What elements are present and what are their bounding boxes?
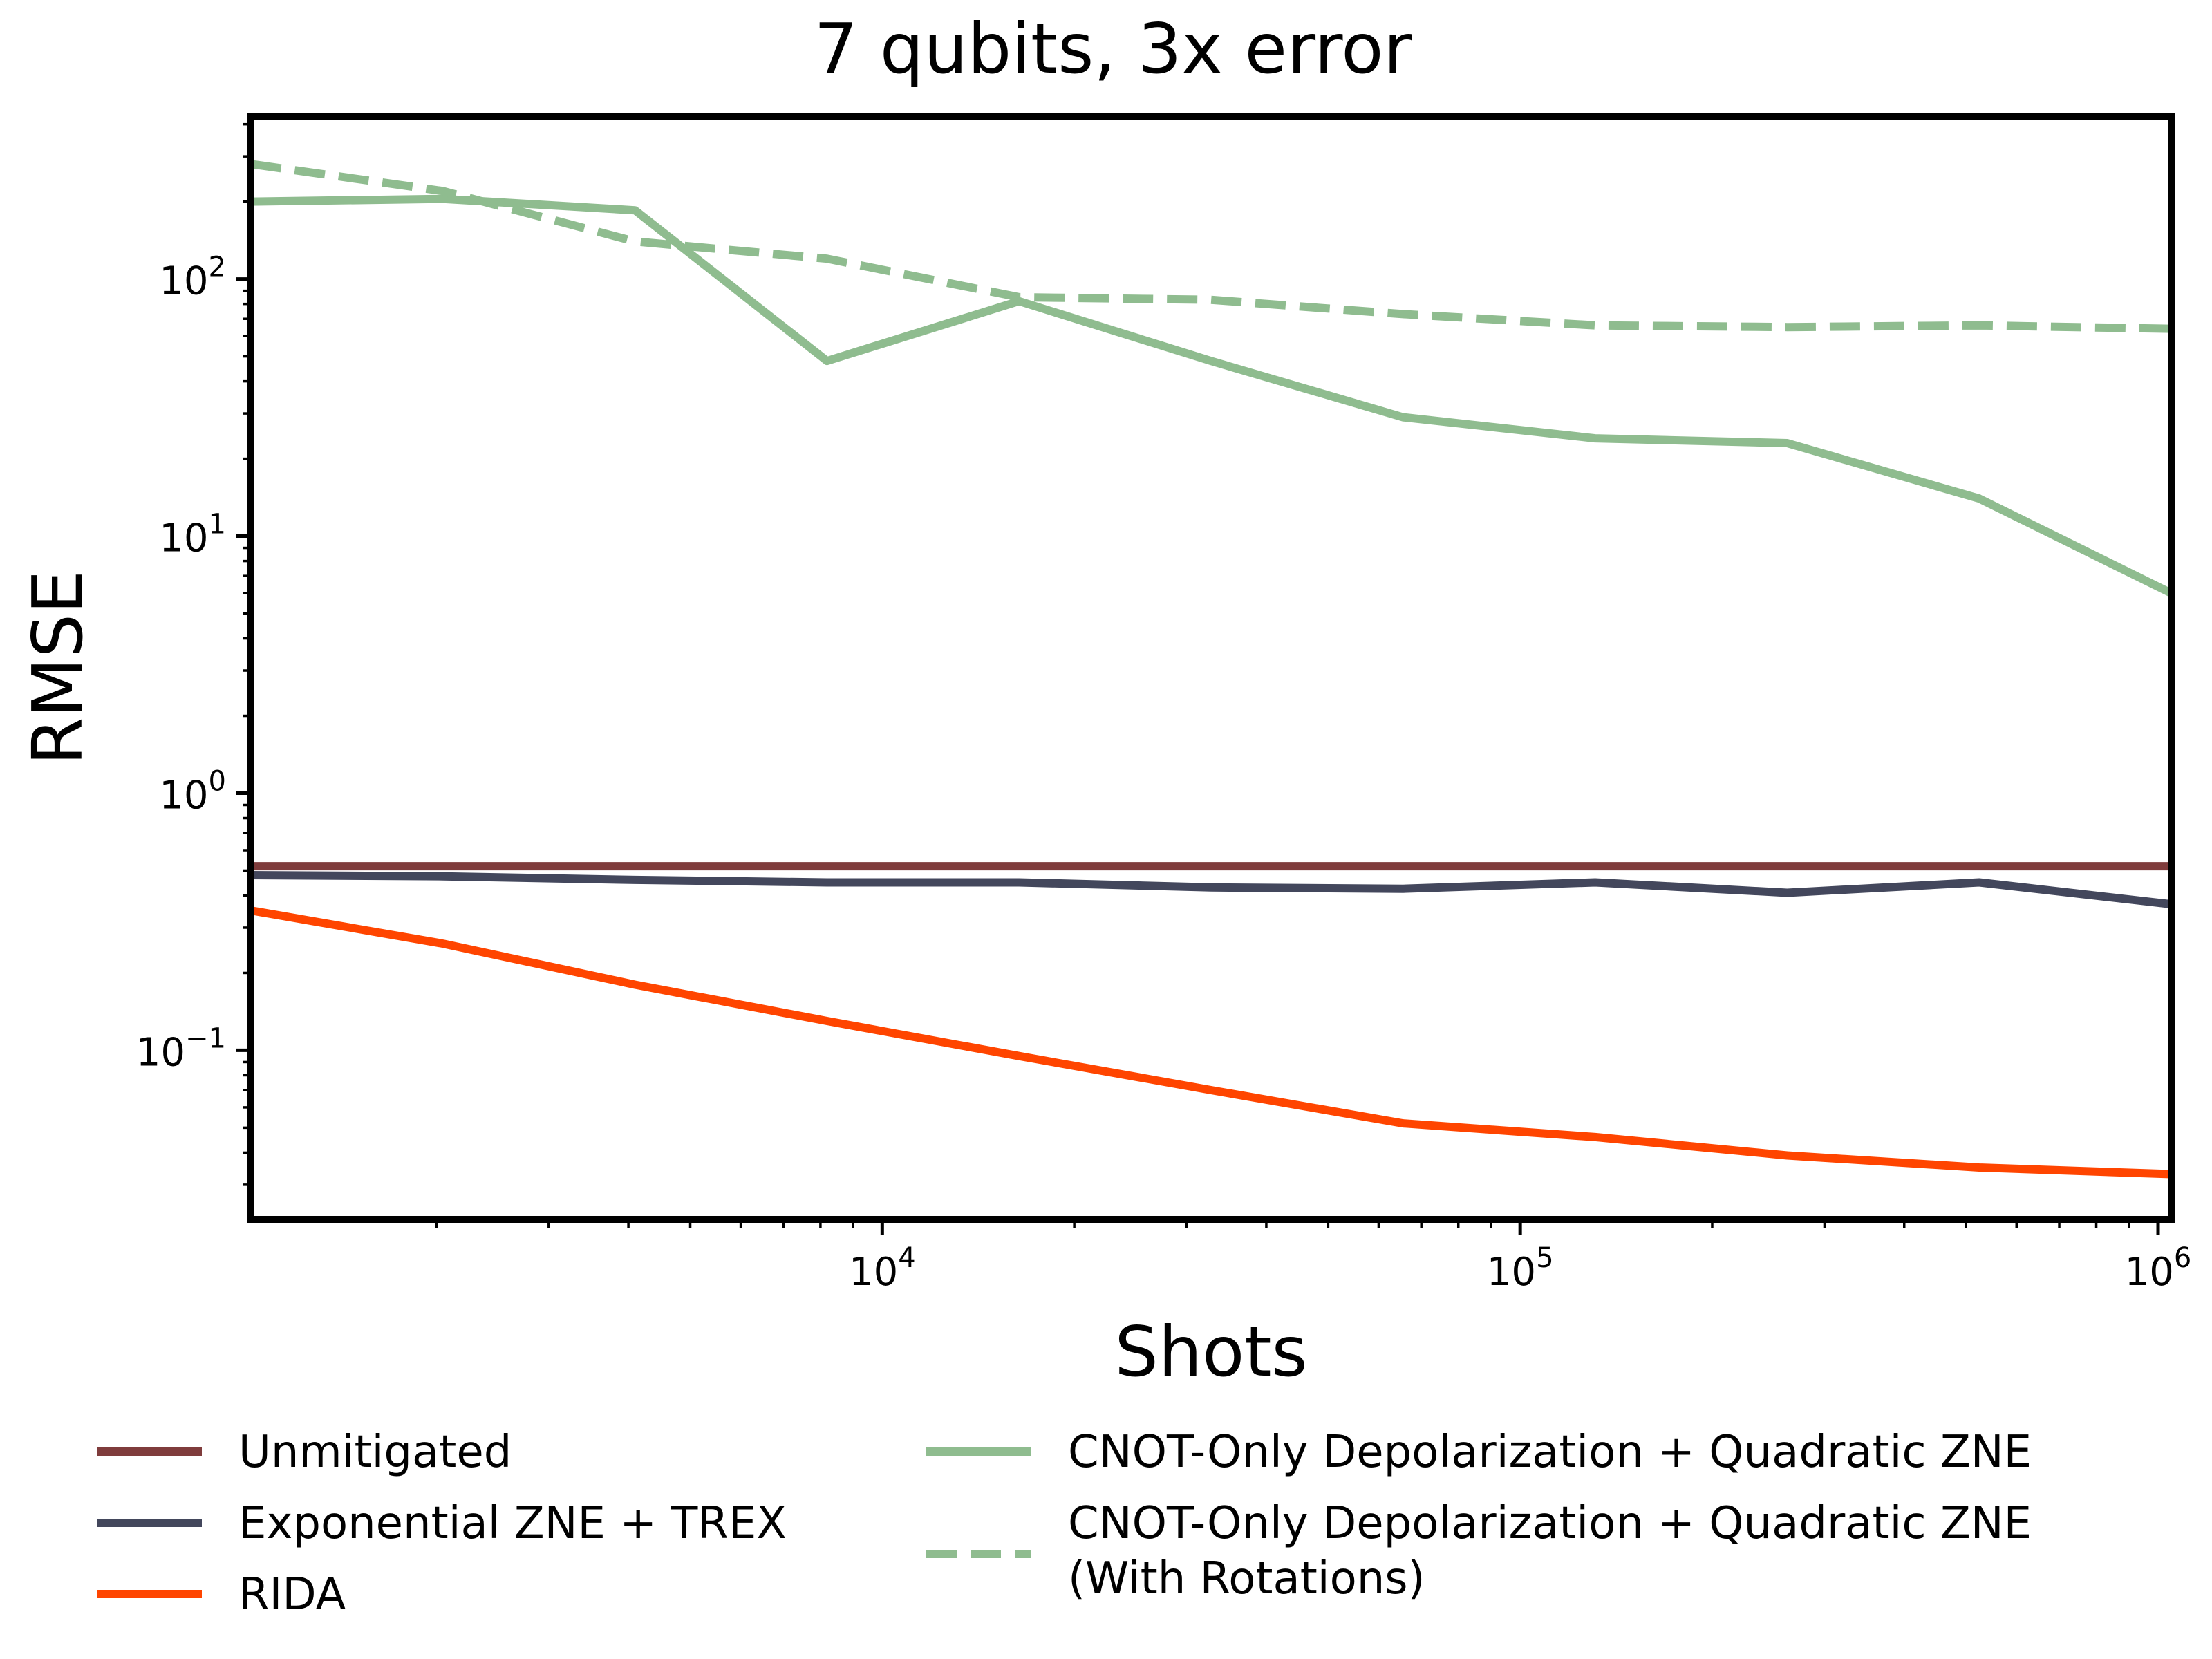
x-tick-exponent: 4 <box>898 1242 915 1274</box>
chart-title: 7 qubits, 3x error <box>814 8 1412 89</box>
legend-label-cnot-depolarization-rotations-line2: (With Rotations) <box>1068 1553 1425 1604</box>
legend: Unmitigated Exponential ZNE + TREX RIDA … <box>97 1427 2032 1620</box>
y-tick-label: 100 <box>159 765 226 818</box>
y-tick-exponent: 1 <box>209 509 226 541</box>
x-tick-base: 10 <box>2125 1250 2174 1295</box>
x-tick-exponent: 5 <box>1536 1242 1553 1274</box>
y-tick-exponent: 0 <box>209 765 226 797</box>
x-tick-base: 10 <box>1487 1250 1536 1295</box>
y-tick-base: 10 <box>159 516 208 561</box>
y-tick-base: 10 <box>159 773 208 818</box>
x-tick-base: 10 <box>849 1250 898 1295</box>
y-tick-exponent: −1 <box>185 1022 226 1054</box>
series-line-5 <box>250 160 2172 333</box>
x-axis: 104 105 106 <box>435 1219 2192 1295</box>
y-tick-base: 10 <box>159 259 208 304</box>
y-tick-exponent: 2 <box>209 252 226 283</box>
series-layer <box>250 160 2173 1179</box>
legend-label-cnot-depolarization-rotations: CNOT-Only Depolarization + Quadratic ZNE <box>1068 1498 2032 1549</box>
y-axis-label: RMSE <box>17 570 98 765</box>
x-axis-label: Shots <box>1114 1311 1307 1392</box>
x-tick-label: 104 <box>849 1242 916 1295</box>
legend-label-rida: RIDA <box>238 1569 346 1620</box>
x-tick-label: 106 <box>2125 1242 2192 1295</box>
y-tick-label: 101 <box>159 509 226 561</box>
series-line-3 <box>250 906 2172 1179</box>
plot-area <box>247 113 2175 1223</box>
x-tick-label: 105 <box>1487 1242 1554 1295</box>
legend-label-unmitigated: Unmitigated <box>238 1427 512 1478</box>
legend-label-cnot-depolarization: CNOT-Only Depolarization + Quadratic ZNE <box>1068 1427 2032 1478</box>
plot-frame <box>247 113 2175 1223</box>
x-tick-exponent: 6 <box>2174 1242 2191 1274</box>
y-tick-label: 10−1 <box>136 1022 226 1075</box>
legend-label-exponential-zne-trex: Exponential ZNE + TREX <box>238 1498 787 1549</box>
y-tick-base: 10 <box>136 1030 185 1075</box>
y-tick-label: 102 <box>159 252 226 304</box>
series-line-4 <box>250 194 2173 597</box>
series-line-2 <box>250 871 2172 909</box>
